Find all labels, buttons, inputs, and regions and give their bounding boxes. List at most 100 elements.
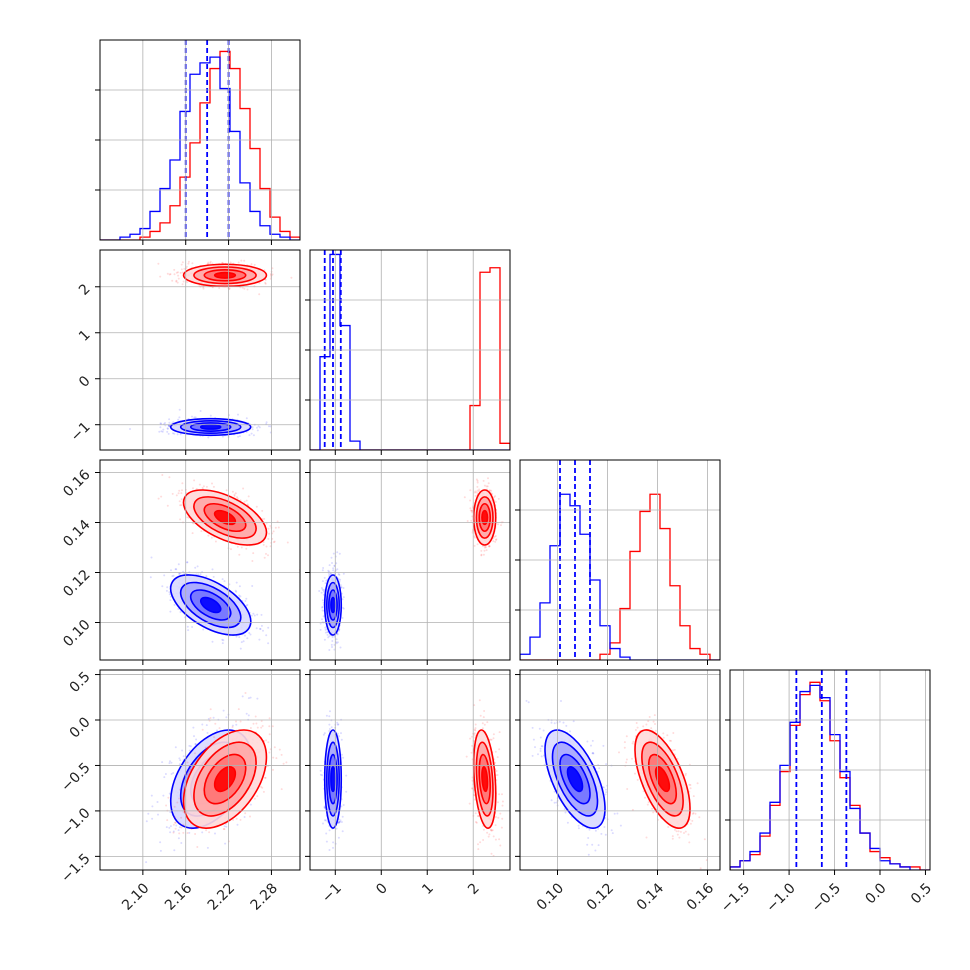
- scatter-point: [244, 600, 247, 602]
- contour-line: [203, 502, 247, 533]
- scatter-point: [494, 495, 497, 498]
- density-fill: [200, 597, 221, 613]
- scatter-point: [209, 414, 212, 417]
- scatter-point: [486, 485, 489, 488]
- scatter-point: [336, 568, 339, 571]
- scatter-point: [159, 841, 162, 844]
- contour-line: [182, 489, 268, 546]
- scatter-point: [482, 553, 485, 556]
- scatter-point: [241, 695, 244, 698]
- scatter-point: [209, 262, 212, 265]
- scatter-point: [209, 260, 212, 263]
- scatter-point: [161, 585, 164, 588]
- scatter-point: [172, 830, 175, 833]
- scatter-point: [172, 772, 175, 774]
- scatter-point: [235, 590, 238, 593]
- scatter-point: [158, 430, 161, 433]
- scatter-point: [168, 421, 171, 424]
- scatter-point: [164, 773, 167, 775]
- scatter-point: [194, 416, 197, 419]
- scatter-point: [161, 430, 164, 433]
- scatter-point: [323, 638, 326, 641]
- scatter-point: [169, 599, 172, 602]
- scatter-point: [191, 262, 194, 265]
- scatter-point: [267, 527, 270, 530]
- contour-line: [328, 589, 338, 621]
- scatter-point: [171, 279, 174, 282]
- contour-line: [323, 574, 343, 636]
- scatter-point: [321, 599, 324, 602]
- scatter-point: [206, 846, 209, 849]
- scatter-point: [180, 263, 183, 266]
- contour-line: [189, 589, 232, 621]
- scatter-point: [225, 825, 228, 828]
- scatter-point: [159, 422, 162, 425]
- scatter-point: [273, 540, 276, 543]
- scatter-point: [212, 716, 215, 719]
- scatter-point: [231, 724, 234, 727]
- scatter-point: [178, 757, 181, 760]
- scatter-point: [169, 610, 172, 613]
- scatter-point: [480, 554, 483, 557]
- scatter-point: [236, 545, 239, 548]
- scatter-point: [178, 408, 181, 411]
- scatter-point: [272, 530, 275, 533]
- scatter-point: [236, 823, 239, 826]
- scatter-point: [171, 492, 174, 495]
- scatter-point: [321, 606, 323, 609]
- scatter-point: [169, 273, 172, 276]
- scatter-point: [240, 641, 243, 644]
- scatter-point: [323, 576, 326, 579]
- scatter-point: [342, 572, 345, 575]
- scatter-point: [246, 637, 249, 640]
- ticks: [95, 472, 272, 665]
- scatter-point: [193, 479, 196, 482]
- scatter-point: [332, 569, 335, 572]
- scatter-point: [225, 489, 228, 492]
- scatter-point: [255, 627, 258, 630]
- grid-lines: [520, 460, 720, 660]
- scatter-point: [268, 425, 270, 428]
- density-group: [318, 477, 504, 651]
- scatter-point: [192, 522, 195, 525]
- scatter-point: [483, 549, 486, 552]
- scatter-point: [239, 595, 242, 598]
- contour-line: [169, 574, 252, 636]
- scatter-point: [261, 509, 264, 512]
- scatter-point: [335, 642, 338, 645]
- scatter-point: [164, 422, 166, 424]
- scatter-point: [245, 417, 248, 420]
- grid-lines: [100, 40, 300, 240]
- scatter-point: [488, 489, 491, 492]
- scatter-point: [480, 553, 483, 556]
- scatter-point: [162, 794, 165, 797]
- scatter-point: [236, 496, 238, 499]
- scatter-point: [212, 485, 215, 488]
- scatter-point: [269, 525, 272, 527]
- scatter-point: [331, 636, 334, 638]
- scatter-point: [238, 594, 241, 597]
- scatter-point: [179, 271, 182, 274]
- scatter-point: [241, 286, 244, 289]
- scatter-point: [324, 626, 327, 629]
- scatter-point: [251, 426, 254, 429]
- scatter-point: [179, 504, 182, 507]
- scatter-point: [205, 485, 208, 488]
- scatter-point: [207, 717, 210, 720]
- scatter-point: [234, 589, 237, 592]
- scatter-point: [173, 268, 176, 271]
- scatter-point: [224, 842, 227, 845]
- scatter-point: [490, 489, 493, 492]
- scatter-point: [237, 435, 240, 438]
- scatter-point: [172, 421, 175, 424]
- scatter-point: [338, 573, 341, 576]
- scatter-point: [181, 489, 183, 492]
- scatter-point: [170, 761, 173, 764]
- scatter-point: [160, 495, 163, 498]
- scatter-point: [245, 499, 248, 502]
- scatter-point: [331, 562, 333, 564]
- scatter-point: [173, 603, 176, 606]
- scatter-point: [478, 488, 481, 491]
- scatter-point: [168, 424, 171, 427]
- scatter-point: [492, 540, 495, 543]
